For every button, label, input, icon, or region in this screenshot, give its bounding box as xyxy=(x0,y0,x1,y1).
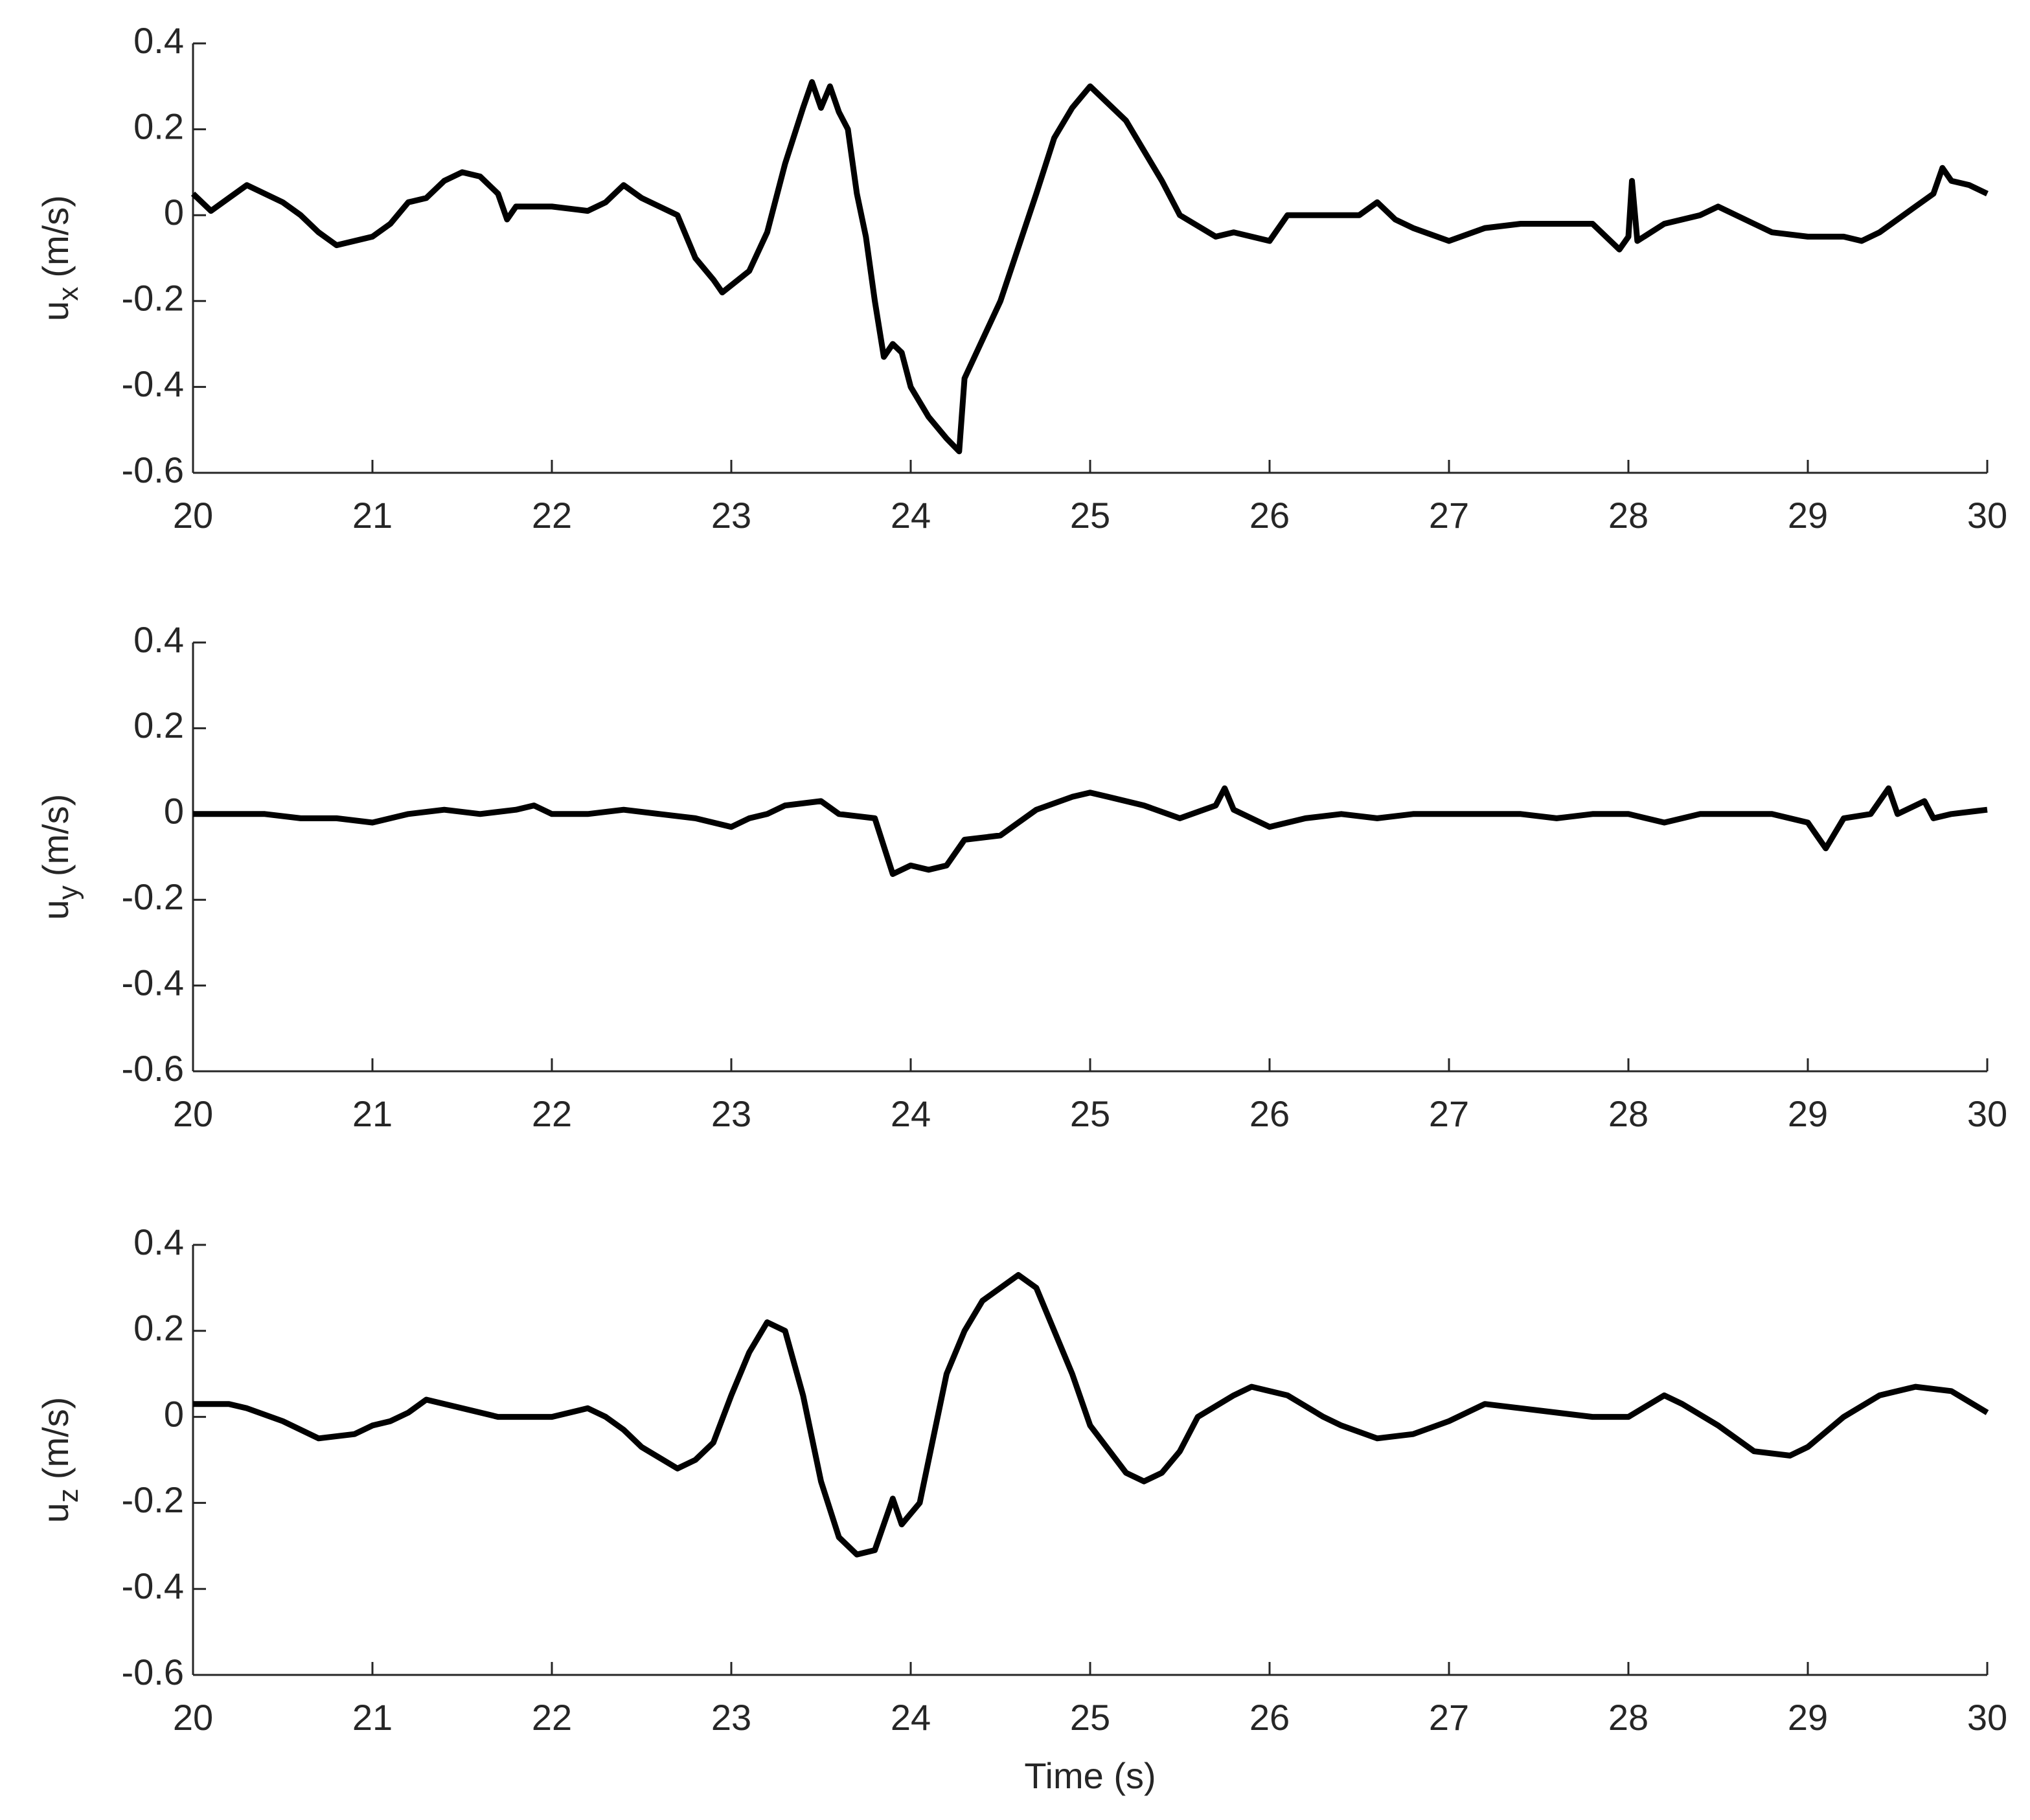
x-tick-label: 30 xyxy=(1967,495,2007,536)
x-tick-label: 25 xyxy=(1070,1093,1110,1134)
x-tick-label: 23 xyxy=(711,1697,751,1738)
x-tick-label: 30 xyxy=(1967,1093,2007,1134)
chart-panel: -0.6 -0.4 -0.2 0 0.2 0.4 20 21 22 23 24 25 26 27 28 29 3… xyxy=(35,619,2007,1134)
x-tick-label: 27 xyxy=(1429,495,1469,536)
y-label-unit: (m/s) xyxy=(35,794,76,877)
x-tick-label: 21 xyxy=(352,1697,393,1738)
x-tick-label: 28 xyxy=(1608,495,1648,536)
x-tick-label: 27 xyxy=(1429,1697,1469,1738)
y-axis-label: ux (m/s) xyxy=(35,195,84,321)
x-tick-label: 20 xyxy=(173,495,213,536)
x-tick-label: 30 xyxy=(1967,1697,2007,1738)
y-tick-label: 0.2 xyxy=(133,705,184,745)
y-label-subscript: x xyxy=(52,287,84,301)
y-tick-label: 0 xyxy=(164,192,184,233)
x-tick-label: 22 xyxy=(532,1697,572,1738)
y-label-symbol: u xyxy=(35,1503,76,1523)
x-tick-label: 27 xyxy=(1429,1093,1469,1134)
x-tick-label: 25 xyxy=(1070,1697,1110,1738)
x-tick-label: 24 xyxy=(891,1093,931,1134)
x-tick-label: 28 xyxy=(1608,1697,1648,1738)
y-axis-label: uy (m/s) xyxy=(35,794,84,920)
x-tick-label: 25 xyxy=(1070,495,1110,536)
x-tick-label: 22 xyxy=(532,495,572,536)
y-tick-label: -0.6 xyxy=(122,1652,185,1692)
x-tick-label: 20 xyxy=(173,1697,213,1738)
y-tick-label: -0.2 xyxy=(122,1479,185,1520)
x-tick-label: 22 xyxy=(532,1093,572,1134)
x-tick-label: 21 xyxy=(352,1093,393,1134)
y-tick-label: 0 xyxy=(164,1393,184,1434)
x-tick-label: 24 xyxy=(891,1697,931,1738)
x-tick-label: 23 xyxy=(711,1093,751,1134)
y-tick-label: 0.2 xyxy=(133,1308,184,1348)
x-tick-label: 24 xyxy=(891,495,931,536)
y-tick-label: -0.2 xyxy=(122,278,185,319)
x-tick-label: 26 xyxy=(1249,1093,1290,1134)
chart-panel: -0.6 -0.4 -0.2 0 0.2 0.4 20 21 22 23 24 25 26 27 28 29 3… xyxy=(35,20,2007,536)
y-tick-label: -0.4 xyxy=(122,1565,185,1606)
x-tick-label: 26 xyxy=(1249,495,1290,536)
y-tick-label: 0.2 xyxy=(133,106,184,146)
x-tick-label: 26 xyxy=(1249,1697,1290,1738)
x-tick-label: 29 xyxy=(1788,1093,1828,1134)
y-label-subscript: y xyxy=(52,885,84,900)
y-tick-label: -0.6 xyxy=(122,449,185,490)
y-tick-label: 0.4 xyxy=(133,1222,184,1262)
y-tick-label: 0.4 xyxy=(133,20,184,61)
x-axis-label: Time (s) xyxy=(1024,1755,1156,1796)
data-line xyxy=(190,79,1989,455)
x-tick-label: 28 xyxy=(1608,1093,1648,1134)
y-tick-label: 0 xyxy=(164,791,184,832)
data-line xyxy=(193,785,1988,877)
y-axis-label: uz (m/s) xyxy=(35,1397,84,1523)
y-tick-label: -0.4 xyxy=(122,962,185,1003)
y-tick-label: -0.6 xyxy=(122,1048,185,1089)
data-line xyxy=(193,1272,1989,1558)
x-tick-label: 29 xyxy=(1788,1697,1828,1738)
x-tick-label: 20 xyxy=(173,1093,213,1134)
y-label-symbol: u xyxy=(35,301,76,321)
chart-panel: -0.6 -0.4 -0.2 0 0.2 0.4 20 21 22 23 24 25 26 27 28 29 3… xyxy=(35,1222,2007,1796)
x-tick-label: 21 xyxy=(352,495,393,536)
x-tick-label: 23 xyxy=(711,495,751,536)
y-label-unit: (m/s) xyxy=(35,195,76,278)
y-label-subscript: z xyxy=(52,1488,84,1503)
y-label-unit: (m/s) xyxy=(35,1397,76,1480)
x-tick-label: 29 xyxy=(1788,495,1828,536)
y-tick-label: -0.2 xyxy=(122,876,185,917)
y-label-symbol: u xyxy=(35,900,76,920)
y-tick-label: 0.4 xyxy=(133,619,184,660)
y-tick-label: -0.4 xyxy=(122,363,185,404)
